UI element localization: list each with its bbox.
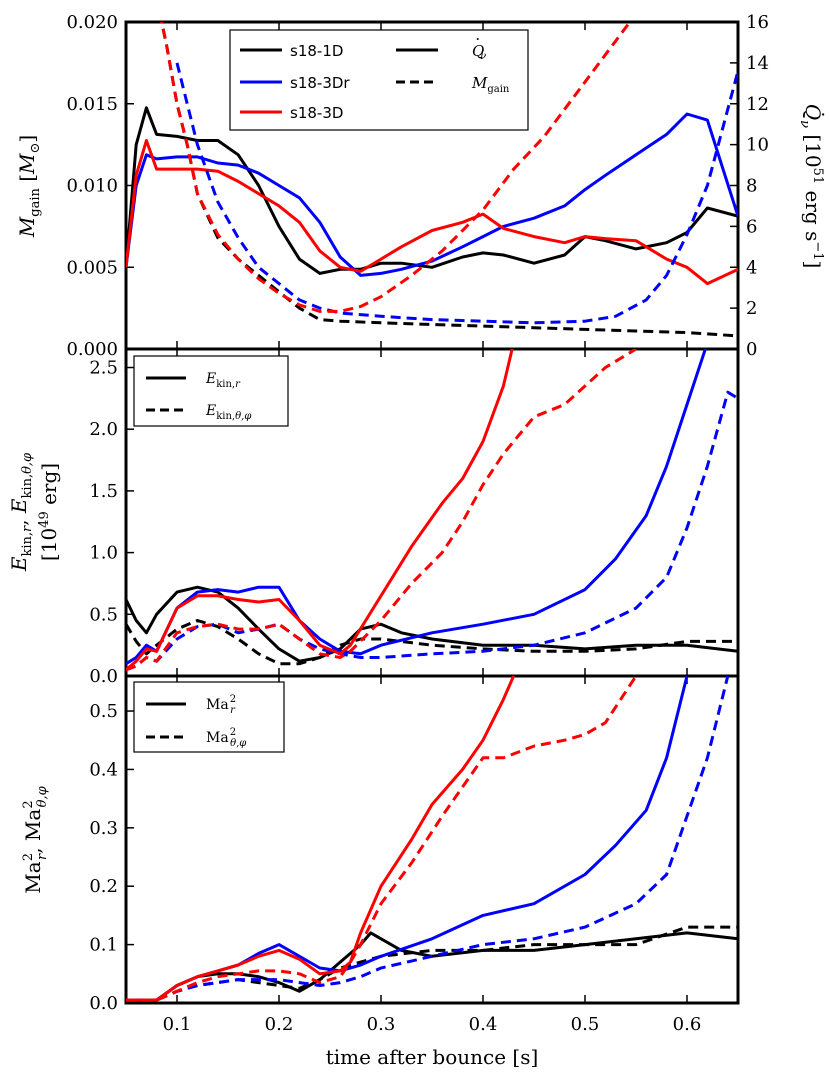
series-s18-1D-Q_nu bbox=[126, 106, 738, 275]
y-tick-label: 0.0 bbox=[89, 666, 118, 687]
y-tick-label: 2.0 bbox=[89, 419, 118, 440]
x-tick-label: 0.2 bbox=[265, 1014, 294, 1035]
y-tick-label: 2.5 bbox=[89, 358, 118, 379]
y-tick-label: 0.5 bbox=[89, 701, 118, 722]
ticks-layer: 0.1 0.2 0.3 0.4 0.5 0.60.0000.0050.0100.0150.… bbox=[66, 12, 768, 1035]
middle-ylabel-line2: [1049 erg] bbox=[37, 463, 61, 561]
y-tick-label-right: 16 bbox=[746, 12, 769, 33]
series-s18-1D-M_gain bbox=[160, 22, 738, 338]
bottom-legend-box bbox=[133, 681, 285, 753]
y-tick-label: 0.015 bbox=[66, 94, 118, 115]
x-tick-label: 0.3 bbox=[367, 1014, 396, 1035]
bottom-ylabel: Ma2r, Ma2θ,φ bbox=[21, 785, 50, 893]
series-s18-1D-E_kin_thph bbox=[126, 619, 738, 666]
series-s18-3D-Q_nu bbox=[126, 139, 738, 286]
y-tick-label-right: 12 bbox=[746, 94, 769, 115]
top-legend: s18-1D s18-3Dr s18-3D Q·ν Mgain bbox=[229, 29, 529, 131]
middle-panel-lines bbox=[126, 349, 738, 672]
series-s18-3Dr-M_gain bbox=[175, 62, 738, 325]
x-tick-label: 0.1 bbox=[163, 1014, 192, 1035]
legend-label-ma-r: Ma2 r bbox=[206, 694, 236, 716]
x-tick-label: 0.6 bbox=[673, 1014, 702, 1035]
y-tick-label: 0.4 bbox=[89, 759, 118, 780]
y-tick-label-right: 2 bbox=[746, 298, 757, 319]
x-axis-label: time after bounce [s] bbox=[326, 1045, 539, 1069]
y-tick-label: 1.0 bbox=[89, 543, 118, 564]
top-right-ylabel: Q̇ν [1051 erg s−1] bbox=[797, 104, 825, 269]
series-s18-3Dr-Q_nu bbox=[126, 112, 738, 277]
y-tick-label-right: 4 bbox=[746, 257, 757, 278]
series-s18-3D-M_gain bbox=[160, 22, 632, 313]
top-panel-lines bbox=[126, 22, 738, 338]
y-tick-label: 0.005 bbox=[66, 257, 118, 278]
y-tick-label: 1.5 bbox=[89, 481, 118, 502]
y-tick-label: 0.1 bbox=[89, 935, 118, 956]
bottom-panel-lines bbox=[126, 676, 738, 1002]
top-left-ylabel: Mgain [M⊙] bbox=[15, 135, 43, 238]
y-tick-label: 0.0 bbox=[89, 993, 118, 1014]
y-tick-label: 0.2 bbox=[89, 876, 118, 897]
series-s18-3D-E_kin_r bbox=[126, 349, 514, 671]
middle-legend: Ekin,r Ekin,θ,φ bbox=[133, 355, 289, 427]
bottom-panel-frame bbox=[124, 674, 740, 1005]
bottom-legend: Ma2 r Ma2 θ,φ bbox=[133, 681, 285, 753]
y-tick-label: 0.020 bbox=[66, 12, 118, 33]
series-s18-3D-Ma_thph2 bbox=[126, 676, 638, 1002]
x-tick-label: 0.5 bbox=[571, 1014, 600, 1035]
legend-label-s18-3Dr: s18-3Dr bbox=[290, 74, 350, 92]
x-tick-label: 0.4 bbox=[469, 1014, 498, 1035]
series-s18-3D-Ma_r2 bbox=[126, 676, 515, 1002]
y-tick-label-right: 10 bbox=[746, 135, 769, 156]
legend-label-s18-3D: s18-3D bbox=[290, 104, 343, 122]
middle-legend-box bbox=[133, 355, 289, 427]
series-s18-3D-E_kin_thph bbox=[126, 349, 637, 672]
y-tick-label: 0.000 bbox=[66, 339, 118, 360]
y-tick-label: 0.010 bbox=[66, 176, 118, 197]
series-s18-1D-Ma_r2 bbox=[126, 931, 738, 1002]
middle-ylabel-line1: Ekin,r, Ekin,θ,φ bbox=[7, 452, 35, 572]
y-tick-label-right: 0 bbox=[746, 339, 757, 360]
y-tick-label-right: 6 bbox=[746, 216, 757, 237]
y-tick-label: 0.3 bbox=[89, 818, 118, 839]
series-s18-1D-Ma_thph2 bbox=[126, 925, 738, 1002]
y-tick-label: 0.5 bbox=[89, 604, 118, 625]
series-s18-3Dr-Ma_thph2 bbox=[126, 676, 730, 1002]
y-tick-label-right: 8 bbox=[746, 176, 757, 197]
legend-label-s18-1D: s18-1D bbox=[290, 42, 343, 60]
y-tick-label-right: 14 bbox=[746, 53, 769, 74]
